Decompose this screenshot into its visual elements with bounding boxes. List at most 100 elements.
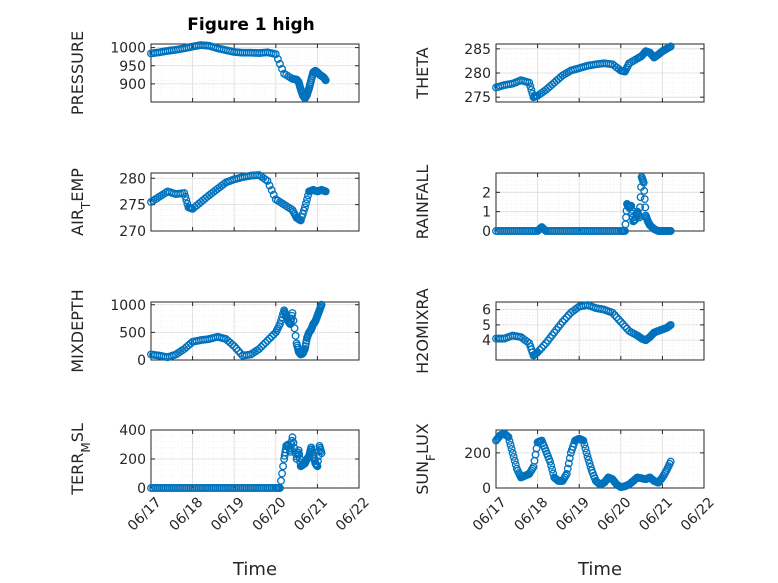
plot-area [151,44,359,102]
data-point [509,452,518,461]
ytick-label: 280 [119,171,146,187]
data-point [533,348,542,357]
subplot-4: 0 1 2 RAINFALL [413,165,705,240]
data-point [581,444,590,453]
data-point [510,456,519,465]
data-point [666,42,675,51]
xtick-label: 06/19 [208,494,248,534]
data-point [313,457,322,466]
ytick-label: 0 [482,481,491,497]
data-point [562,469,571,478]
data-point [259,340,268,349]
ylabel: SUNFLUX [413,423,438,495]
data-point [234,346,243,355]
axes-box [150,301,360,361]
xtick-label: 06/19 [553,494,593,534]
ylabel: AIRTEMP [68,168,93,236]
ytick-label: 275 [119,198,146,214]
data-point [582,448,591,457]
data-point [278,64,286,73]
data-point [230,342,239,351]
data-point [640,195,649,204]
ylabel: MIXDEPTH [68,289,87,372]
ytick-label: 0 [482,224,491,240]
data-point [616,317,625,326]
data-point [279,462,288,471]
data-point [181,192,190,201]
data-point [612,313,621,322]
data-point [505,437,514,445]
data-point [666,227,675,235]
ylabel: RAINFALL [413,165,432,240]
data-point [219,180,228,189]
data-point [263,336,272,345]
subplot-5: 0 500 1000 MIXDEPTH [68,289,360,373]
data-point [507,444,516,453]
xtick-label: 06/17 [470,494,510,534]
data-point [299,206,308,215]
data-point [610,311,619,319]
data-point [228,340,237,349]
axes-box [495,301,705,361]
data-point [271,50,280,59]
ytick-label: 285 [464,42,491,58]
subplot-1: 900 950 1000 PRESSURE [68,31,360,115]
data-point [640,186,649,195]
data-point [182,196,191,205]
ytick-label: 5 [482,318,491,334]
ylabel: H2OMIXRA [413,288,432,374]
data-point [560,315,569,324]
data-point [321,187,330,196]
xtick-label: 06/20 [250,494,290,534]
ytick-label: 1000 [110,41,146,57]
data-point [291,331,300,340]
data-point [317,300,326,309]
data-point [276,59,284,68]
ylabel-main: TERR [68,453,87,496]
ylabel-main: AIR [68,209,87,236]
ylabel-main: SUN [413,461,432,495]
ytick-label: 280 [464,66,491,82]
ytick-label: 0 [137,481,146,497]
ytick-label: 900 [119,77,146,93]
data-point [265,181,274,190]
subplot-6: 456 H2OMIXRA [413,288,705,374]
data-point [584,455,593,464]
data-point [636,193,645,202]
xtick-label: 06/22 [678,494,718,534]
ylabel: TERRMSL [68,423,93,496]
data-point [558,317,567,326]
ytick-label: 270 [119,224,146,240]
data-point [263,176,272,185]
data-point [526,82,535,91]
ylabel-rest: EMP [68,168,87,202]
axes-box [150,43,360,103]
data-point [295,450,304,459]
ytick-label: 950 [119,59,146,75]
data-point [289,316,298,325]
ylabel: PRESSURE [68,31,87,115]
data-point [287,436,296,445]
ylabel: THETA [413,47,432,99]
data-point [506,440,515,449]
data-point [321,76,330,85]
data-point [303,195,311,204]
data-point [583,452,592,461]
data-point [276,320,284,329]
data-point [257,342,266,351]
data-point [504,433,513,441]
xtick-label: 06/18 [167,494,207,534]
data-point [641,203,650,212]
figure-title: Figure 1 high [187,15,315,35]
data-point [614,315,623,324]
data-point [546,457,555,466]
data-point [294,446,303,455]
subplot-3: 270 275 280 AIRTEMP [68,168,360,240]
ytick-label: 2 [482,185,491,201]
data-point [525,78,534,87]
data-point [265,334,274,343]
data-point [547,461,556,470]
ytick-label: 4 [482,333,491,349]
data-point [290,324,299,333]
